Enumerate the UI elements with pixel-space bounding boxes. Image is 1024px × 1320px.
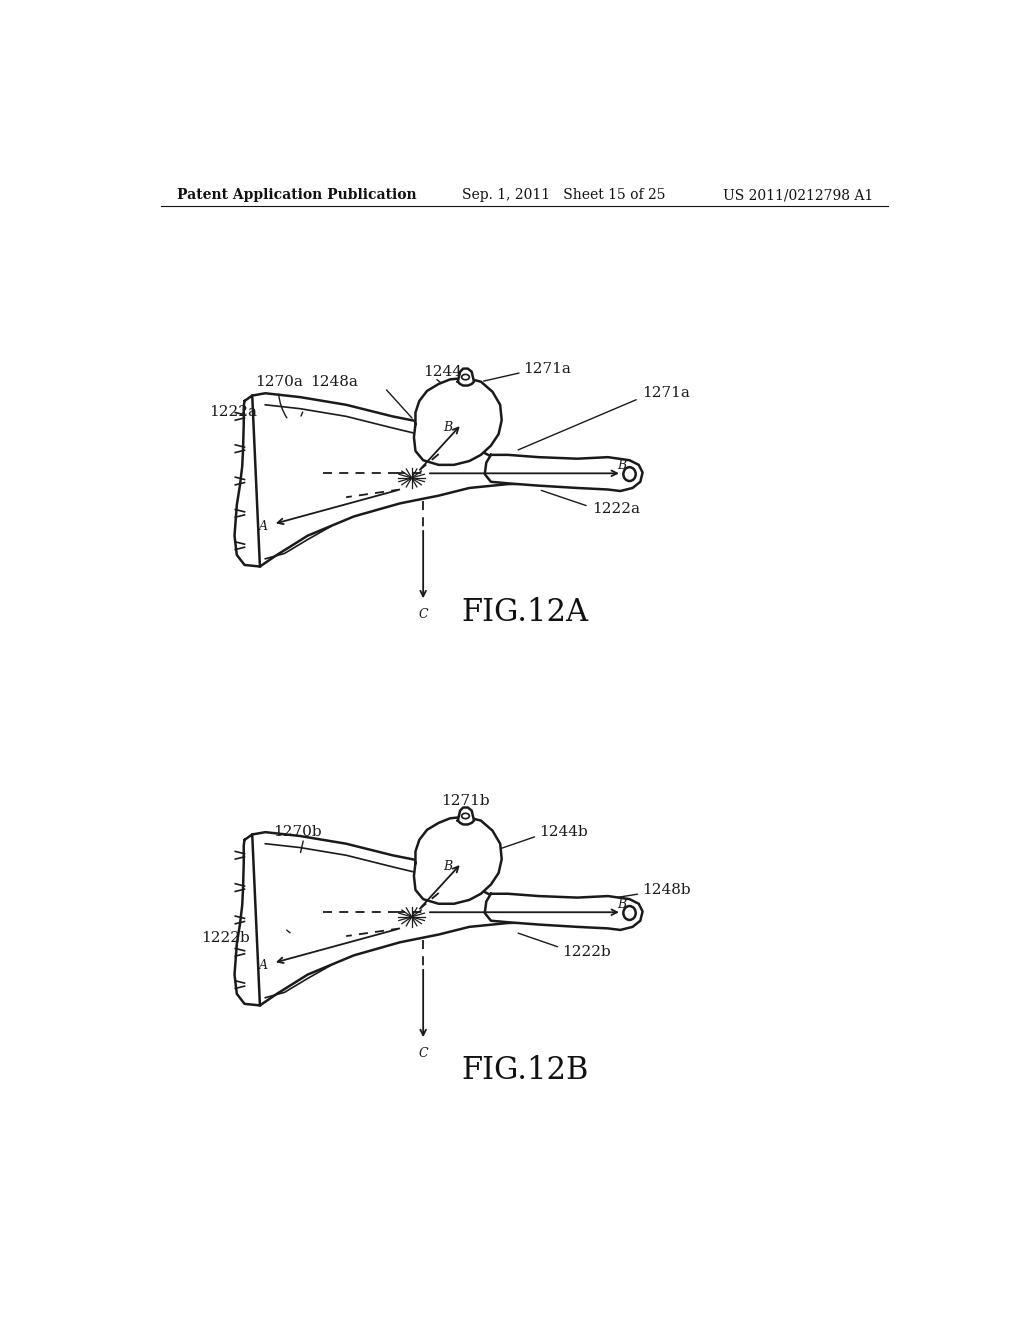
Ellipse shape [624, 906, 636, 920]
Text: A: A [259, 958, 267, 972]
Text: 1222b: 1222b [562, 945, 610, 958]
Text: C: C [419, 1047, 428, 1060]
Text: 1222a: 1222a [593, 502, 641, 516]
Ellipse shape [462, 813, 469, 818]
Text: 1271b: 1271b [441, 793, 489, 808]
Polygon shape [414, 378, 502, 465]
Polygon shape [458, 368, 474, 385]
Text: B: B [443, 861, 453, 874]
Polygon shape [234, 393, 637, 566]
Text: US 2011/0212798 A1: US 2011/0212798 A1 [723, 189, 872, 202]
Text: FIG.12B: FIG.12B [461, 1056, 589, 1086]
Polygon shape [234, 832, 637, 1006]
Text: Patent Application Publication: Patent Application Publication [177, 189, 417, 202]
Polygon shape [484, 455, 643, 491]
Text: C: C [419, 607, 428, 620]
Ellipse shape [462, 375, 469, 380]
Text: 1248a: 1248a [310, 375, 357, 388]
Text: B: B [617, 459, 627, 473]
Polygon shape [484, 894, 643, 929]
Text: FIG.12A: FIG.12A [461, 597, 589, 628]
Text: 1244b: 1244b [539, 825, 588, 840]
Text: 1271a: 1271a [523, 362, 571, 376]
Text: 1222a: 1222a [210, 405, 258, 420]
Polygon shape [414, 817, 502, 904]
Text: A: A [259, 520, 267, 533]
Polygon shape [458, 808, 474, 825]
Text: 1270b: 1270b [273, 825, 322, 840]
Text: 1222b: 1222b [201, 931, 250, 945]
Text: 1244a: 1244a [423, 366, 471, 379]
Text: 1271a: 1271a [643, 387, 690, 400]
Text: B: B [617, 898, 627, 911]
Text: B: B [443, 421, 453, 434]
Text: Sep. 1, 2011   Sheet 15 of 25: Sep. 1, 2011 Sheet 15 of 25 [462, 189, 666, 202]
Ellipse shape [624, 467, 636, 480]
Text: 1248b: 1248b [643, 883, 691, 896]
Text: 1270a: 1270a [255, 375, 303, 418]
